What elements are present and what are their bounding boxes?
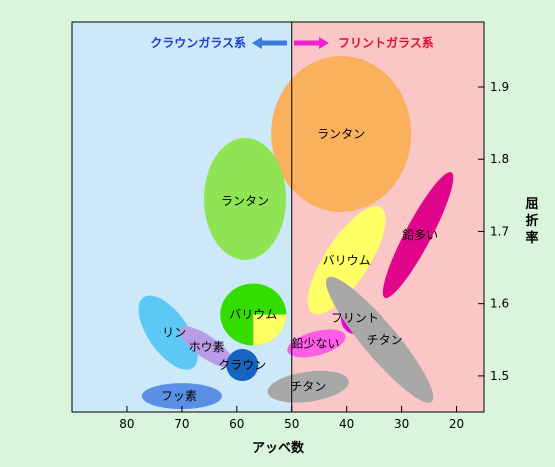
flint-region-label: フリントガラス系 (338, 35, 434, 50)
group-1-blob (204, 137, 287, 260)
group-4-label: バリウム (229, 308, 277, 322)
y-tick-label: 1.9 (490, 80, 509, 94)
x-tick-label: 30 (394, 417, 409, 431)
group-11-label: チタン (290, 380, 326, 394)
group-6-label: ホウ素 (189, 340, 225, 354)
group-11-blob (267, 370, 349, 403)
group-5-blob (138, 295, 198, 370)
plot-frame (71, 21, 485, 413)
group-10-blob (325, 276, 434, 403)
y-tick-label: 1.5 (490, 369, 509, 383)
y-tick-label: 1.8 (490, 152, 509, 166)
group-12-blob (141, 383, 222, 410)
x-tick-label: 40 (339, 417, 354, 431)
x-tick-label: 20 (449, 417, 464, 431)
crown-region-label: クラウンガラス系 (150, 35, 246, 50)
group-2-label: 鉛多い (402, 228, 438, 242)
group-1-label: ランタン (221, 194, 269, 208)
group-8-label: フリント (331, 311, 379, 325)
left-arrow-icon (252, 37, 287, 49)
y-tick-label: 1.7 (490, 224, 509, 238)
group-2-blob (382, 172, 454, 299)
group-9-blob (287, 329, 346, 358)
group-7-label: クラウン (218, 358, 266, 372)
group-6-blob (179, 326, 234, 368)
group-4-blob (220, 283, 287, 346)
group-7-blob (226, 349, 259, 382)
x-tick-label: 60 (229, 417, 244, 431)
x-tick-label: 50 (284, 417, 299, 431)
group-10-label: チタン (367, 333, 403, 347)
x-axis-title: アッベ数 (252, 440, 305, 456)
group-9-label: 鉛少ない (291, 336, 339, 350)
right-arrow-icon (294, 37, 329, 49)
y-tick-label: 1.6 (490, 297, 509, 311)
group-5-label: リン (162, 326, 186, 340)
group-0-label: ランタン (317, 127, 365, 141)
group-12-label: フッ素 (161, 389, 197, 403)
group-3-label: バリウム (323, 253, 371, 267)
x-tick-label: 80 (119, 417, 134, 431)
y-axis-title: 屈折率 (525, 197, 538, 246)
group-0-blob (271, 55, 412, 212)
x-tick-label: 70 (174, 417, 189, 431)
